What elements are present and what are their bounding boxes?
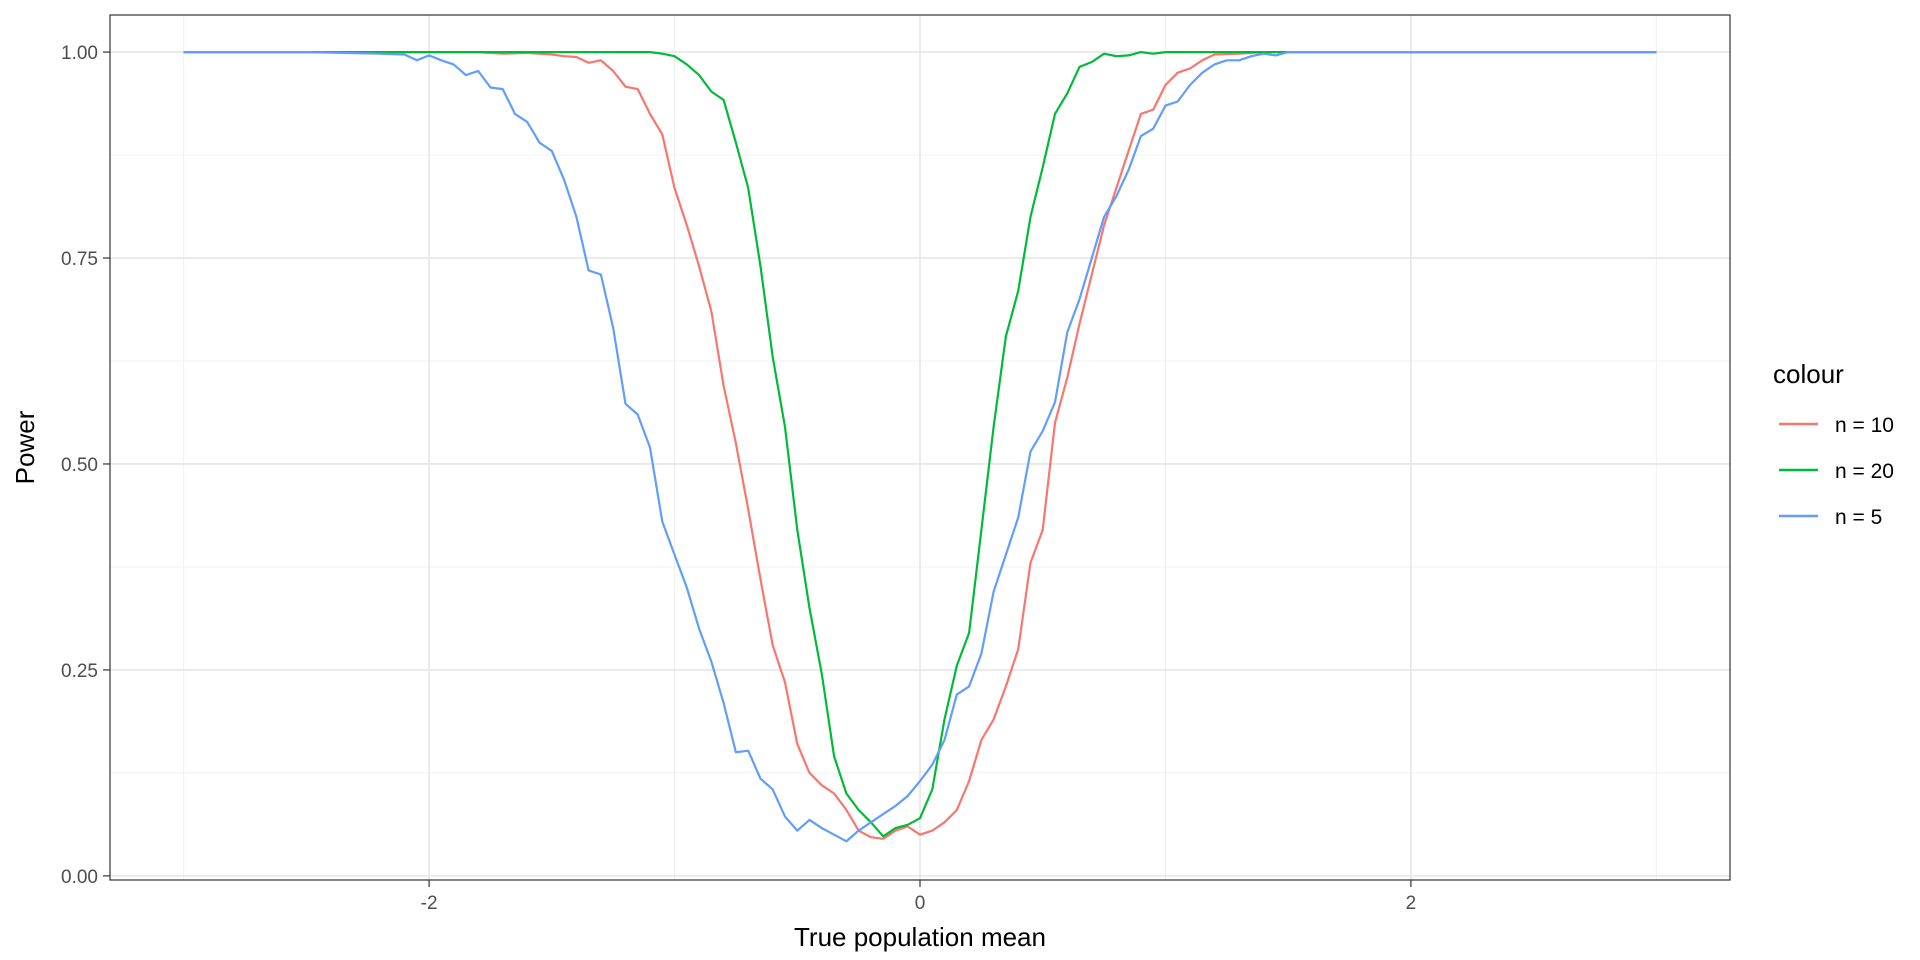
x-axis: -2 0 2: [421, 880, 1417, 914]
y-tick-label: 0.75: [61, 249, 98, 270]
x-tick-label: -2: [421, 893, 438, 914]
series-lines: [183, 51, 1657, 843]
y-tick-label: 0.50: [61, 455, 98, 476]
y-tick-label: 1.00: [61, 43, 98, 64]
legend-label: n = 10: [1835, 414, 1894, 437]
y-tick-label: 0.25: [61, 661, 98, 682]
series-line: [183, 51, 1657, 838]
series-line: [183, 51, 1657, 840]
x-tick-label: 0: [915, 893, 926, 914]
x-tick-label: 2: [1406, 893, 1417, 914]
legend-title: colour: [1773, 359, 1844, 389]
legend: colour n = 10 n = 20 n = 5: [1773, 359, 1894, 529]
x-axis-title: True population mean: [794, 922, 1046, 952]
y-tick-label: 0.00: [61, 867, 98, 888]
y-axis-title: Power: [10, 410, 40, 484]
series-line: [183, 51, 1657, 843]
y-axis: 0.00 0.25 0.50 0.75 1.00: [61, 43, 110, 888]
legend-label: n = 5: [1835, 506, 1882, 529]
legend-label: n = 20: [1835, 460, 1894, 483]
plot-area: [109, 14, 1731, 881]
